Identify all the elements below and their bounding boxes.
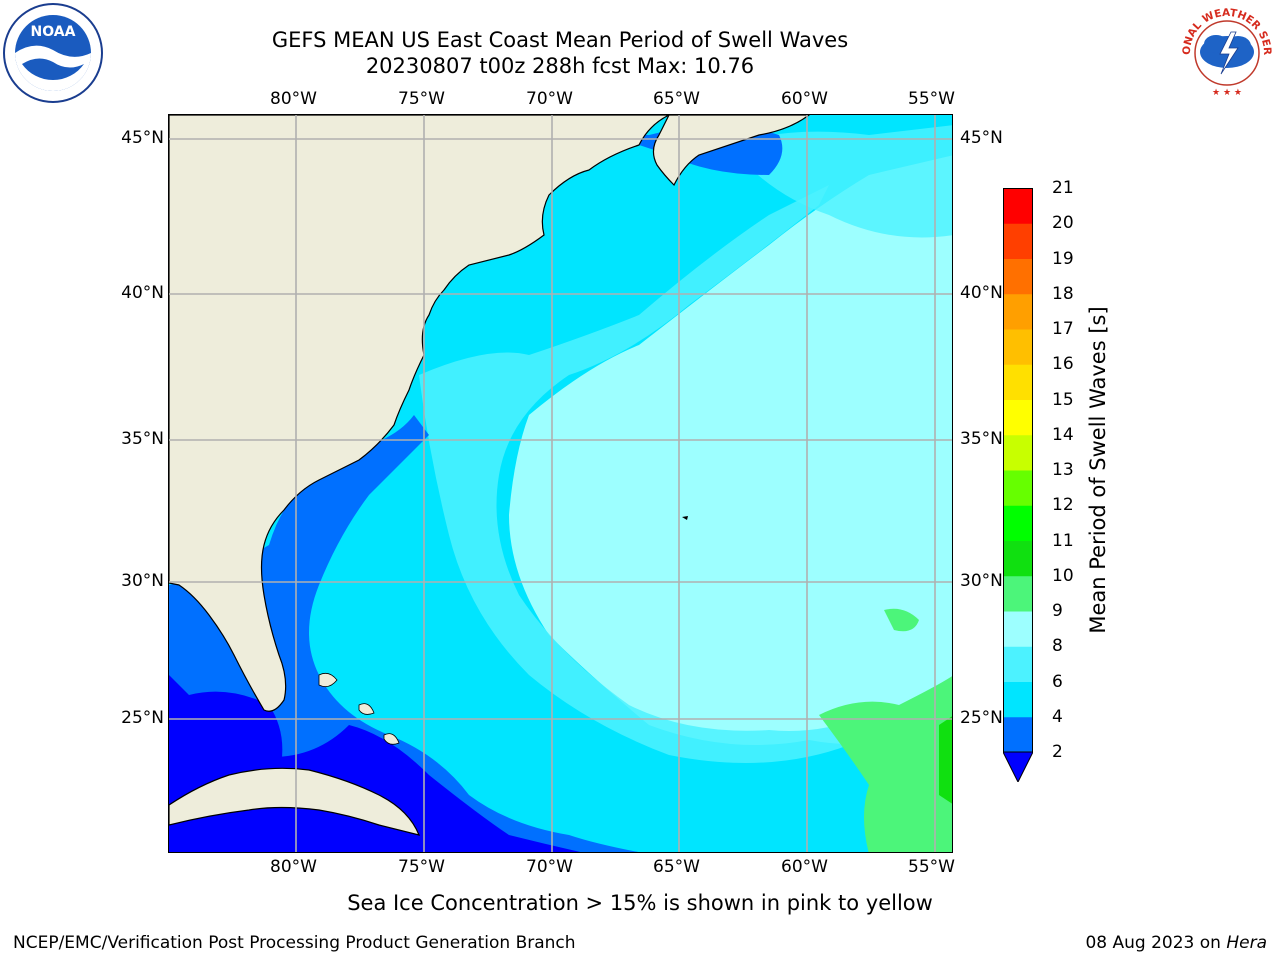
lon-label-bottom: 80°W [270,857,317,877]
colorbar-segment [1003,293,1033,330]
colorbar-tick-label: 11 [1052,530,1074,551]
swell-zone-6-8 [419,185,869,763]
colorbar-segment [1003,364,1033,400]
lon-label-top: 55°W [908,89,955,109]
chart-title: GEFS MEAN US East Coast Mean Period of S… [271,28,849,52]
colorbar-title: Mean Period of Swell Waves [s] [1086,306,1110,634]
footer-date-text: 08 Aug 2023 on [1085,933,1227,953]
swell-zone-6-8-north [729,125,952,238]
swell-zone-4-6-coast [169,415,639,852]
land-cuba [169,767,420,836]
lat-label-right: 35°N [960,429,1003,449]
lon-label-top: 80°W [270,89,317,109]
lat-label-right: 45°N [960,128,1003,148]
lon-label-bottom: 65°W [653,857,700,877]
svg-text:★ ★ ★: ★ ★ ★ [1212,88,1242,98]
lon-label-bottom: 75°W [398,857,445,877]
lat-label-left: 35°N [121,429,164,449]
lat-label-right: 25°N [960,708,1003,728]
colorbar-tick-label: 13 [1052,460,1074,480]
colorbar-extension [1003,751,1033,782]
sea-ice-note: Sea Ice Concentration > 15% is shown in … [347,891,933,915]
colorbar-segment [1003,681,1033,718]
noaa-logo: NOAA [3,3,103,103]
swell-zone-9-10-spot [884,608,919,632]
colorbar-tick-label: 18 [1052,283,1074,304]
land-canada [652,115,811,187]
colorbar-tick-label: 19 [1052,248,1074,269]
colorbar-tick-label: 2 [1052,742,1063,762]
colorbar-segment [1003,329,1033,365]
lon-label-top: 60°W [781,89,828,109]
lon-label-top: 75°W [398,89,445,109]
lat-label-left: 25°N [121,708,164,728]
colorbar-segment [1003,646,1033,682]
colorbar-tick-label: 21 [1052,178,1074,198]
lon-label-bottom: 70°W [526,857,573,877]
colorbar-segment [1003,258,1033,295]
chart-subtitle: 20230807 t00z 288h fcst Max: 10.76 [365,54,755,78]
colorbar-segment [1003,716,1033,753]
lat-label-left: 40°N [121,283,164,303]
colorbar-tick-label: 10 [1052,565,1074,586]
lat-label-right: 30°N [960,571,1003,591]
lat-label-right: 40°N [960,283,1003,303]
lon-label-top: 65°W [653,89,700,109]
swell-zone-8-9 [509,155,952,745]
colorbar-tick-label: 15 [1052,389,1074,410]
lat-label-left: 30°N [121,571,164,591]
land-bermuda [682,516,688,520]
svg-text:NOAA: NOAA [31,24,76,40]
graticule [169,115,952,852]
footer-credit: NCEP/EMC/Verification Post Processing Pr… [13,933,576,953]
swell-zone-9-10 [819,676,952,852]
colorbar-tick-label: 12 [1052,495,1074,516]
footer-date: 08 Aug 2023 on Hera [1085,933,1267,953]
swell-zone-2-4-gulf [189,691,283,785]
colorbar-outline [1003,188,1033,753]
colorbar-tick-label: 8 [1052,636,1063,657]
nws-logo: NATIONAL WEATHER SERVICE ★ ★ ★ [1176,2,1276,102]
lon-label-bottom: 55°W [908,857,955,877]
land-bahamas [318,672,400,745]
colorbar-tick-label: 16 [1052,354,1074,375]
colorbar-tick-label: 9 [1052,601,1063,621]
colorbar-tick-label: 14 [1052,424,1074,445]
swell-zone-10-11 [939,716,952,804]
colorbar-segment [1003,505,1033,541]
colorbar-segment [1003,540,1033,577]
colorbar-segment [1003,434,1033,471]
colorbar-tick-label: 17 [1052,319,1074,339]
colorbar-tick-label: 20 [1052,213,1074,234]
colorbar-segment [1003,470,1033,506]
map-panel [168,114,953,853]
colorbar-tick-label: 4 [1052,706,1063,727]
lon-label-top: 70°W [526,89,573,109]
colorbar-segment [1003,223,1033,259]
lon-label-bottom: 60°W [781,857,828,877]
land-us [169,115,670,712]
colorbar-segment [1003,611,1033,647]
colorbar-segment [1003,399,1033,436]
footer-host: Hera [1226,933,1267,953]
lat-label-left: 45°N [121,128,164,148]
colorbar-segment [1003,188,1033,224]
colorbar-segment [1003,575,1033,612]
colorbar-tick-label: 6 [1052,671,1063,692]
colorbar [1003,188,1033,782]
